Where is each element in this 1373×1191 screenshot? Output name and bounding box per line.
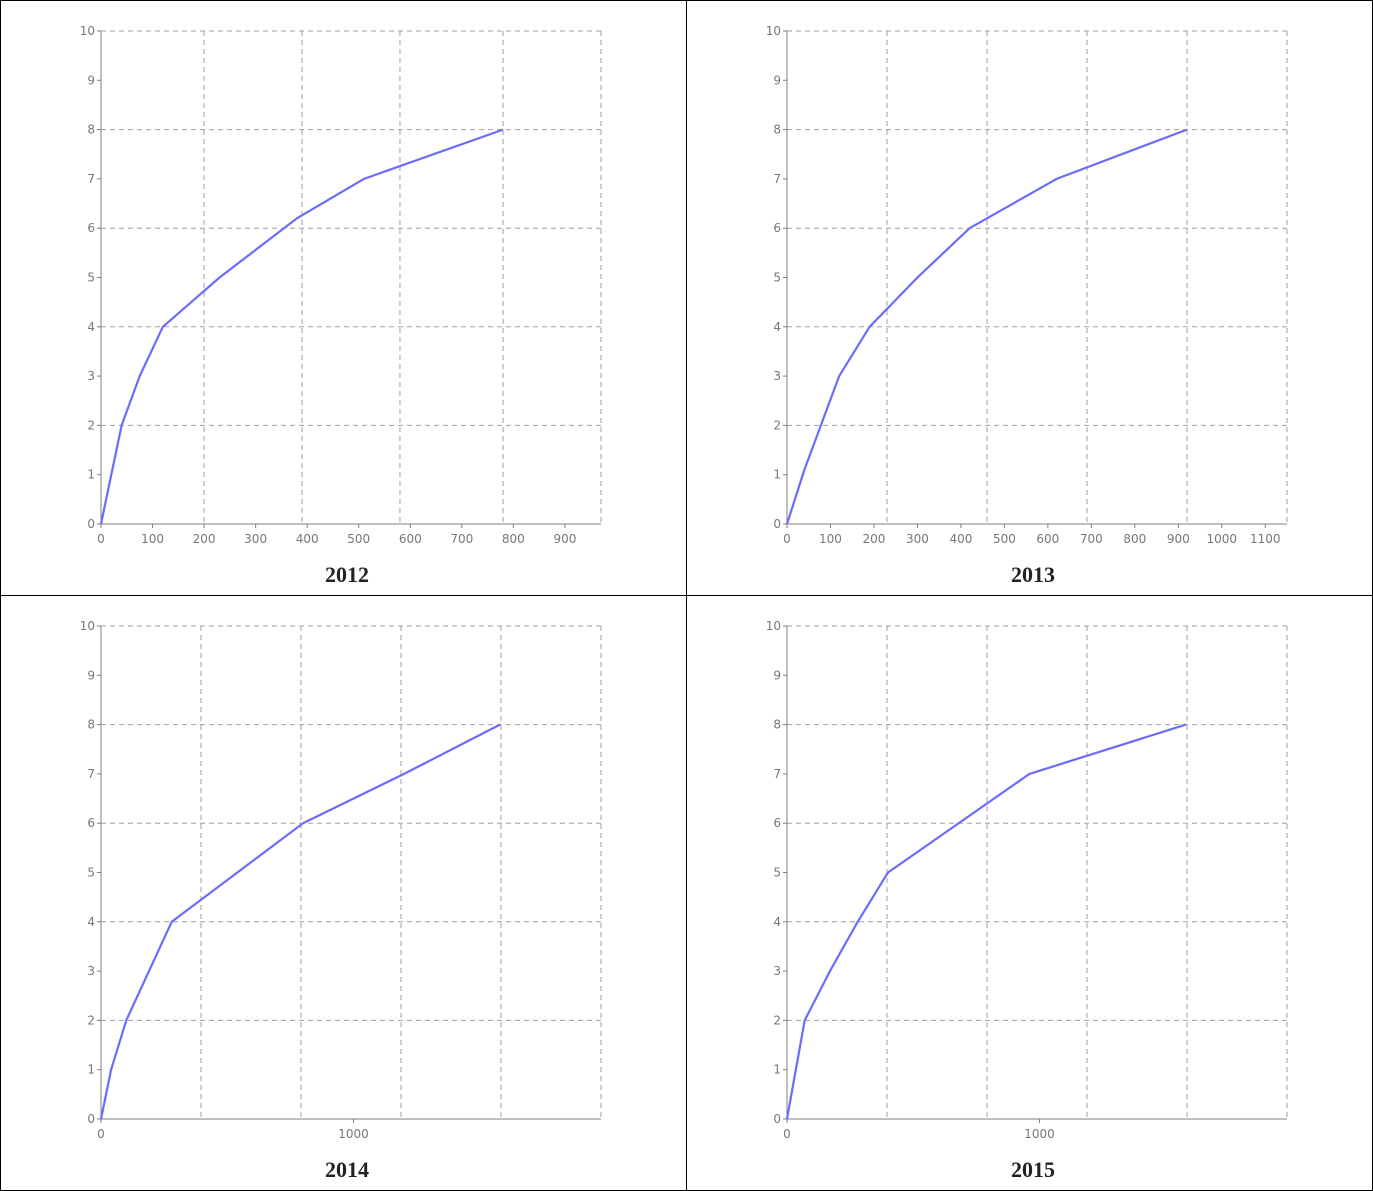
y-tick-label: 0 bbox=[773, 517, 781, 531]
y-tick-label: 9 bbox=[773, 668, 781, 682]
y-tick-label: 8 bbox=[773, 718, 781, 732]
y-tick-label: 6 bbox=[87, 816, 95, 830]
x-tick-label: 900 bbox=[553, 532, 576, 546]
y-tick-label: 2 bbox=[773, 1013, 781, 1027]
y-tick-label: 5 bbox=[773, 271, 781, 285]
chart-caption: 2013 bbox=[1011, 562, 1055, 587]
y-tick-label: 6 bbox=[773, 816, 781, 830]
y-tick-label: 9 bbox=[87, 73, 95, 87]
series-line bbox=[99, 723, 501, 1120]
y-tick-label: 3 bbox=[773, 369, 781, 383]
y-tick-label: 4 bbox=[87, 320, 95, 334]
grid-lines bbox=[787, 625, 1288, 1119]
y-tick-label: 6 bbox=[87, 221, 95, 235]
y-tick-label: 5 bbox=[773, 866, 781, 880]
y-tick-label: 9 bbox=[87, 668, 95, 682]
x-tick-label: 600 bbox=[1036, 532, 1059, 546]
x-tick-label: 800 bbox=[502, 532, 525, 546]
y-tick-label: 5 bbox=[87, 271, 95, 285]
x-tick-label: 900 bbox=[1167, 532, 1190, 546]
x-tick-label: 800 bbox=[1123, 532, 1146, 546]
x-tick-label: 500 bbox=[347, 532, 370, 546]
y-tick-label: 10 bbox=[766, 24, 781, 38]
y-tick-label: 10 bbox=[80, 619, 95, 633]
chart-2015: 0 1 2 3 4 5 6 7 8 9 10 0 1000 2015 bbox=[766, 619, 1288, 1182]
chart-cell-1: 0 1 2 3 4 5 6 7 8 9 10 0 100 200 300 400 500 600 700 800 900… bbox=[0, 0, 687, 596]
y-tick-label: 3 bbox=[87, 964, 95, 978]
grid-lines bbox=[787, 30, 1288, 524]
x-tick-label: 100 bbox=[819, 532, 842, 546]
y-tick-label: 2 bbox=[87, 418, 95, 432]
y-tick-label: 3 bbox=[87, 369, 95, 383]
y-tick-label: 10 bbox=[80, 24, 95, 38]
y-tick-label: 2 bbox=[773, 418, 781, 432]
y-tick-label: 5 bbox=[87, 866, 95, 880]
x-tick-label: 600 bbox=[399, 532, 422, 546]
x-tick-label: 1000 bbox=[338, 1127, 369, 1141]
series-line bbox=[99, 128, 504, 525]
grid-lines bbox=[101, 625, 602, 1119]
x-tick-label: 1000 bbox=[1207, 532, 1238, 546]
x-tick-label: 400 bbox=[296, 532, 319, 546]
chart-2014: 0 1 2 3 4 5 6 7 8 9 10 0 1000 2014 bbox=[80, 619, 602, 1182]
x-tick-label: 200 bbox=[193, 532, 216, 546]
x-tick-label: 0 bbox=[783, 1127, 791, 1141]
y-tick-label: 0 bbox=[773, 1112, 781, 1126]
y-tick-label: 4 bbox=[87, 915, 95, 929]
y-tick-label: 7 bbox=[87, 767, 95, 781]
x-tick-label: 700 bbox=[450, 532, 473, 546]
y-tick-label: 1 bbox=[87, 1063, 95, 1077]
x-tick-label: 200 bbox=[863, 532, 886, 546]
y-tick-label: 4 bbox=[773, 320, 781, 334]
x-tick-label: 400 bbox=[949, 532, 972, 546]
series-line bbox=[785, 723, 1187, 1120]
y-tick-label: 8 bbox=[773, 123, 781, 137]
y-tick-label: 8 bbox=[87, 123, 95, 137]
chart-cell-3: 0 1 2 3 4 5 6 7 8 9 10 0 1000 2014 bbox=[0, 595, 687, 1191]
y-tick-label: 1 bbox=[773, 468, 781, 482]
y-tick-label: 7 bbox=[773, 172, 781, 186]
grid-lines bbox=[101, 30, 602, 524]
y-tick-label: 7 bbox=[87, 172, 95, 186]
chart-caption: 2014 bbox=[325, 1157, 369, 1182]
y-tick-label: 1 bbox=[87, 468, 95, 482]
x-tick-label: 100 bbox=[141, 532, 164, 546]
y-tick-label: 7 bbox=[773, 767, 781, 781]
x-tick-label: 1100 bbox=[1250, 532, 1281, 546]
chart-cell-4: 0 1 2 3 4 5 6 7 8 9 10 0 1000 2015 bbox=[686, 595, 1373, 1191]
x-tick-label: 700 bbox=[1080, 532, 1103, 546]
x-tick-label: 300 bbox=[244, 532, 267, 546]
y-tick-label: 3 bbox=[773, 964, 781, 978]
series-line bbox=[785, 128, 1188, 525]
y-tick-label: 2 bbox=[87, 1013, 95, 1027]
chart-caption: 2012 bbox=[325, 562, 369, 587]
x-tick-label: 500 bbox=[993, 532, 1016, 546]
y-tick-label: 1 bbox=[773, 1063, 781, 1077]
y-tick-label: 10 bbox=[766, 619, 781, 633]
x-tick-label: 0 bbox=[783, 532, 791, 546]
chart-caption: 2015 bbox=[1011, 1157, 1055, 1182]
y-tick-label: 8 bbox=[87, 718, 95, 732]
chart-cell-2: 0 1 2 3 4 5 6 7 8 9 10 0 100 200 300 400 500 600 700 800 900… bbox=[686, 0, 1373, 596]
y-tick-label: 4 bbox=[773, 915, 781, 929]
y-tick-label: 0 bbox=[87, 1112, 95, 1126]
y-tick-label: 6 bbox=[773, 221, 781, 235]
x-tick-label: 0 bbox=[97, 1127, 105, 1141]
x-tick-label: 0 bbox=[97, 532, 105, 546]
y-tick-label: 9 bbox=[773, 73, 781, 87]
x-tick-label: 300 bbox=[906, 532, 929, 546]
x-tick-label: 1000 bbox=[1024, 1127, 1055, 1141]
y-tick-label: 0 bbox=[87, 517, 95, 531]
